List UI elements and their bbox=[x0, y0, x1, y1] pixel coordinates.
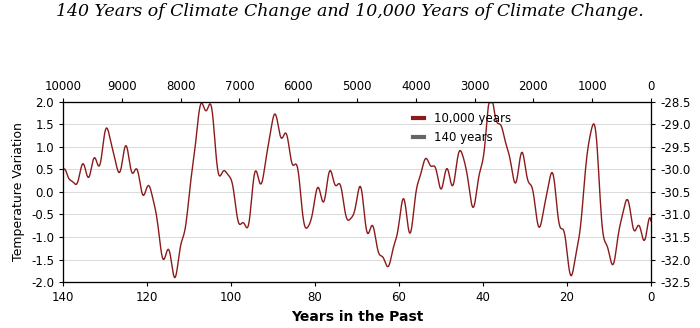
Text: 140 Years of Climate Change and 10,000 Years of Climate Change.: 140 Years of Climate Change and 10,000 Y… bbox=[56, 3, 644, 20]
Line: 10,000 years: 10,000 years bbox=[63, 103, 651, 277]
10,000 years bbox=[401, 202, 410, 206]
10,000 years bbox=[171, 276, 179, 279]
10,000 years bbox=[485, 101, 494, 105]
10,000 years bbox=[434, 178, 442, 182]
Legend: 10,000 years, 140 years: 10,000 years, 140 years bbox=[408, 108, 516, 149]
Y-axis label: Temperature Variation: Temperature Variation bbox=[13, 122, 25, 261]
10,000 years bbox=[566, 274, 575, 277]
10,000 years bbox=[95, 164, 104, 168]
10,000 years bbox=[416, 172, 425, 176]
X-axis label: Years in the Past: Years in the Past bbox=[290, 310, 424, 324]
10,000 years bbox=[647, 219, 655, 223]
10,000 years bbox=[506, 159, 514, 163]
10,000 years bbox=[59, 170, 67, 174]
